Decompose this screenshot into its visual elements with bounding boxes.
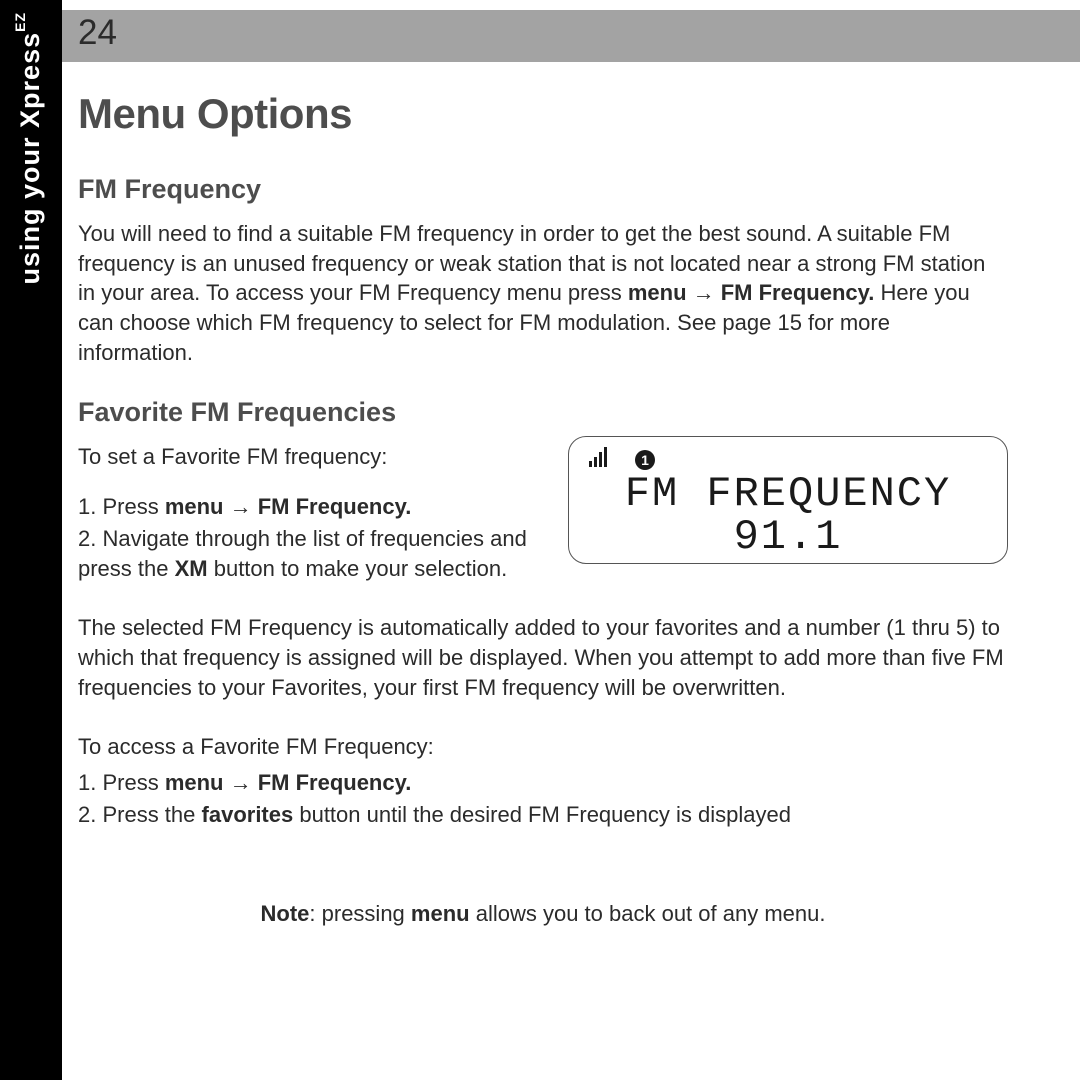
- fav-access-intro: To access a Favorite FM Frequency:: [78, 732, 1008, 762]
- lcd-line-1: FM FREQUENCY: [583, 473, 993, 516]
- spacer: [78, 585, 1008, 613]
- fav-step-1: 1. Press menu → FM Frequency.: [78, 492, 550, 522]
- preset-number-icon: 1: [635, 450, 655, 470]
- content-area: Menu Options FM Frequency You will need …: [78, 90, 1008, 935]
- access-step-1: 1. Press menu → FM Frequency.: [78, 768, 1008, 798]
- step2-suffix: button to make your selection.: [208, 556, 508, 581]
- step1-bold: menu → FM Frequency.: [165, 494, 412, 519]
- antenna-icon: [589, 447, 611, 473]
- fav-left-col: To set a Favorite FM frequency: 1. Press…: [78, 442, 550, 585]
- fav-set-intro: To set a Favorite FM frequency:: [78, 442, 550, 472]
- note-mid: : pressing: [309, 901, 411, 926]
- fm-intro-paragraph: You will need to find a suitable FM freq…: [78, 219, 1008, 367]
- manual-page: using your XpressEZ 24 Menu Options FM F…: [0, 0, 1080, 1080]
- sidebar-bar: using your XpressEZ: [0, 0, 62, 1080]
- sidebar-label: using your XpressEZ: [12, 12, 46, 284]
- access-step2-prefix: 2. Press the: [78, 802, 202, 827]
- spacer: [78, 478, 550, 492]
- section-heading-fm: FM Frequency: [78, 174, 1008, 205]
- fm-intro-bold: menu → FM Frequency.: [628, 280, 875, 305]
- access-step2-bold: favorites: [202, 802, 294, 827]
- access-step1-prefix: 1. Press: [78, 770, 165, 795]
- preset-number: 1: [641, 452, 649, 468]
- sidebar-label-text: using your Xpress: [15, 32, 45, 285]
- lcd-display: 1 FM FREQUENCY 91.1: [568, 436, 1008, 564]
- fav-auto-paragraph: The selected FM Frequency is automatical…: [78, 613, 1008, 702]
- lcd-line-2: 91.1: [583, 516, 993, 559]
- page-title: Menu Options: [78, 90, 1008, 138]
- access-step2-suffix: button until the desired FM Frequency is…: [293, 802, 791, 827]
- fav-step-2: 2. Navigate through the list of frequenc…: [78, 524, 550, 583]
- step1-prefix: 1. Press: [78, 494, 165, 519]
- page-number: 24: [78, 13, 117, 53]
- access-step-2: 2. Press the favorites button until the …: [78, 800, 1008, 830]
- note-bold-2: menu: [411, 901, 470, 926]
- note-bold-1: Note: [261, 901, 310, 926]
- sidebar-label-sup: EZ: [12, 12, 28, 32]
- note-suffix: allows you to back out of any menu.: [470, 901, 826, 926]
- fav-set-steps: 1. Press menu → FM Frequency. 2. Navigat…: [78, 492, 550, 583]
- section-heading-fav: Favorite FM Frequencies: [78, 397, 1008, 428]
- note-line: Note: pressing menu allows you to back o…: [78, 899, 1008, 929]
- access-step1-bold: menu → FM Frequency.: [165, 770, 412, 795]
- fav-row: To set a Favorite FM frequency: 1. Press…: [78, 442, 1008, 585]
- fav-access-steps: 1. Press menu → FM Frequency. 2. Press t…: [78, 768, 1008, 829]
- step2-bold: XM: [175, 556, 208, 581]
- header-bar: [62, 10, 1080, 62]
